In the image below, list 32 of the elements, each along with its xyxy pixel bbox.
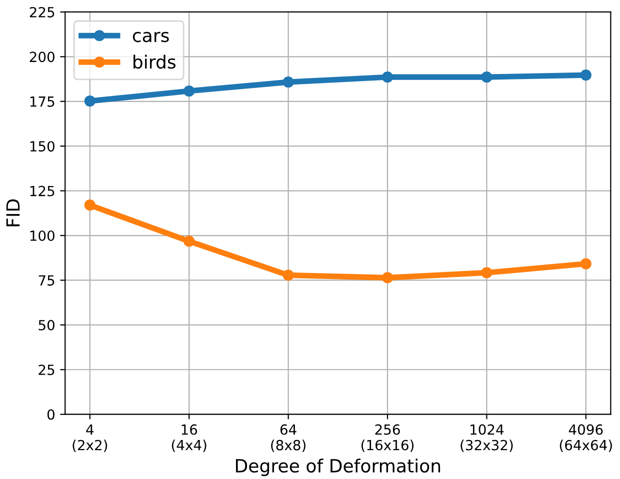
y-tick-label: 100 bbox=[30, 230, 54, 241]
x-tick-label: 16 (4x4) bbox=[172, 424, 206, 452]
point bbox=[184, 236, 195, 247]
y-tick-label: 200 bbox=[30, 52, 54, 62]
point bbox=[481, 72, 492, 83]
y-tick-label: 125 bbox=[30, 186, 54, 196]
legend-label: birds bbox=[134, 54, 176, 69]
y-tick-label: 50 bbox=[38, 320, 54, 330]
y-tick-label: 175 bbox=[30, 96, 54, 107]
point bbox=[580, 258, 592, 270]
y-axis-title: FID bbox=[6, 199, 20, 226]
x-tick-label: 4 (2x2) bbox=[72, 424, 108, 452]
point bbox=[184, 85, 195, 97]
point bbox=[84, 200, 96, 211]
point bbox=[84, 95, 96, 107]
point bbox=[282, 270, 294, 281]
y-tick-label: 150 bbox=[30, 141, 54, 152]
point bbox=[382, 272, 394, 284]
point bbox=[481, 267, 492, 278]
y-tick-label: 25 bbox=[38, 364, 54, 376]
point bbox=[382, 72, 394, 83]
point bbox=[580, 70, 592, 81]
x-tick-label: 1024 (32x32) bbox=[460, 424, 513, 452]
point bbox=[282, 76, 294, 88]
x-tick-label: 4096 (64x64) bbox=[560, 424, 612, 452]
x-tick-label: 64 (8x8) bbox=[271, 424, 306, 452]
x-axis-title: Degree of Deformation bbox=[236, 458, 440, 476]
y-tick-label: 0 bbox=[47, 409, 54, 420]
y-tick-label: 75 bbox=[38, 275, 54, 286]
y-tick-label: 225 bbox=[30, 6, 54, 18]
x-tick-label: 256 (16x16) bbox=[361, 424, 414, 452]
legend-label: cars bbox=[132, 32, 169, 42]
